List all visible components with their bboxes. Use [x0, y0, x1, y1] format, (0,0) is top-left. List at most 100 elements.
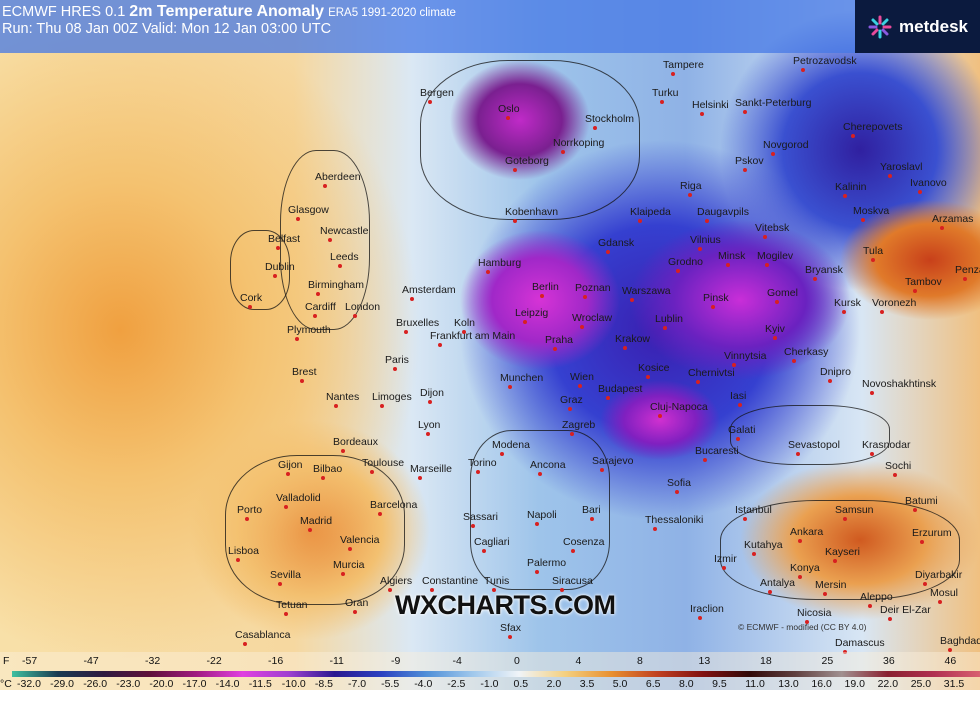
city-label: Algiers — [380, 575, 413, 592]
legend-c-tick: 3.5 — [579, 678, 595, 690]
city-label: Vinnytsia — [724, 350, 767, 367]
legend-c-tick: -2.5 — [447, 678, 466, 690]
city-label: Bruxelles — [396, 317, 440, 334]
city-label: Oran — [345, 597, 369, 614]
legend-c-tick: 22.0 — [877, 678, 899, 690]
city-label: Istanbul — [735, 504, 772, 521]
city-label: Budapest — [598, 383, 643, 400]
city-label: Sfax — [500, 622, 522, 639]
city-label: Sevilla — [270, 569, 301, 586]
city-label: Tambov — [905, 276, 942, 293]
city-label: Deir El-Zar — [880, 604, 931, 621]
city-label: Kalinin — [835, 181, 867, 198]
legend-c-tick: -29.0 — [50, 678, 75, 690]
city-label: Petrozavodsk — [793, 55, 857, 72]
city-label: Ivanovo — [910, 177, 947, 194]
legend-f-tick: 13 — [698, 655, 711, 667]
city-label: Casablanca — [235, 629, 291, 646]
city-label: Leipzig — [515, 307, 549, 324]
city-label: Graz — [560, 394, 583, 411]
city-label: Kutahya — [744, 539, 783, 556]
city-label: Oslo — [498, 103, 520, 120]
city-label: Cardiff — [305, 301, 336, 318]
copyright-notice: © ECMWF - modified (CC BY 4.0) — [738, 622, 867, 632]
city-label: Cork — [240, 292, 263, 309]
city-label: Sassari — [463, 511, 499, 528]
legend-c-tick: -17.0 — [182, 678, 207, 690]
city-label: Mosul — [930, 587, 959, 604]
city-label: Samsun — [835, 504, 874, 521]
legend-unit-f: F — [3, 655, 10, 667]
city-label: Pinsk — [703, 292, 729, 309]
city-label: Tunis — [484, 575, 510, 592]
legend-c-tick: 19.0 — [844, 678, 865, 690]
city-label: Kobenhavn — [505, 206, 559, 223]
legend-c-tick: -11.5 — [248, 678, 272, 690]
city-label: Dublin — [265, 261, 295, 278]
city-label: Cherkasy — [784, 346, 829, 363]
city-label: Kosice — [638, 362, 670, 379]
city-label: Vitebsk — [755, 222, 790, 239]
city-label: Kayseri — [825, 546, 861, 563]
city-label: Poznan — [575, 282, 611, 299]
legend-c-tick: 8.0 — [679, 678, 694, 690]
city-label: Voronezh — [872, 297, 917, 314]
city-label: Damascus — [835, 637, 885, 654]
city-label: Bucaresti — [695, 445, 739, 462]
city-label: Erzurum — [912, 527, 952, 544]
brand-name: metdesk — [899, 16, 968, 36]
legend-c-tick: -23.0 — [116, 678, 141, 690]
city-label: Cagliari — [474, 536, 510, 553]
city-label: Cosenza — [563, 536, 605, 553]
city-label: Hamburg — [478, 257, 522, 274]
legend-f-tick: -47 — [83, 655, 99, 667]
legend-f-tick: 0 — [514, 655, 520, 667]
city-label: Pskov — [735, 155, 764, 172]
city-label: Modena — [492, 439, 530, 456]
legend-c-tick: 11.0 — [745, 678, 765, 690]
city-label: Praha — [545, 334, 574, 351]
city-label: Birmingham — [308, 279, 365, 296]
city-label: Marseille — [410, 463, 453, 480]
legend-f-tick: -32 — [145, 655, 161, 667]
legend-c-tick: -32.0 — [17, 678, 41, 690]
city-label: Dijon — [420, 387, 444, 404]
city-label: Krakow — [615, 333, 651, 350]
legend-c-tick: 9.5 — [712, 678, 727, 690]
city-label: Constantine — [422, 575, 479, 592]
city-label: Wien — [570, 371, 594, 388]
legend-f-tick: 8 — [637, 655, 643, 667]
city-label: Diyarbakir — [915, 569, 963, 586]
temperature-anomaly-map[interactable]: Aberdeen Glasgow Newcastle Belfast Leeds Dubl… — [0, 0, 980, 690]
city-label: Toulouse — [362, 457, 405, 474]
climate-reference: ERA5 1991-2020 climate — [328, 7, 456, 19]
model-name: ECMWF HRES 0.1 — [2, 4, 126, 20]
city-label: Aleppo — [860, 591, 893, 608]
city-label: Palermo — [527, 557, 567, 574]
legend-c-tick: -8.5 — [314, 678, 333, 690]
chart-title: 2m Temperature Anomaly — [129, 3, 325, 20]
city-label: Grodno — [668, 256, 704, 273]
metdesk-logo: metdesk — [855, 0, 980, 53]
turkey-coastline — [720, 500, 960, 600]
city-label: Helsinki — [692, 99, 729, 116]
city-label: Koln — [454, 317, 476, 334]
italy-coastline — [470, 430, 610, 590]
city-label: Ancona — [530, 459, 566, 476]
city-label: Minsk — [718, 250, 746, 267]
city-label: Batumi — [905, 495, 938, 512]
city-label: Leeds — [330, 251, 359, 268]
legend-f-tick: 4 — [575, 655, 582, 667]
city-label: Izmir — [714, 553, 737, 570]
legend-c-tick: 13.0 — [778, 678, 799, 690]
city-label: Tetuan — [276, 599, 308, 616]
city-label: Galati — [728, 424, 756, 441]
city-label: Antalya — [760, 577, 796, 594]
city-label: Bergen — [420, 87, 454, 104]
legend-c-tick: 6.5 — [645, 678, 661, 690]
city-label: Turku — [652, 87, 679, 104]
city-label: Plymouth — [287, 324, 331, 341]
legend-c-tick: 31.5 — [943, 678, 965, 690]
city-label: Gijon — [278, 459, 303, 476]
city-label: Berlin — [532, 281, 559, 298]
